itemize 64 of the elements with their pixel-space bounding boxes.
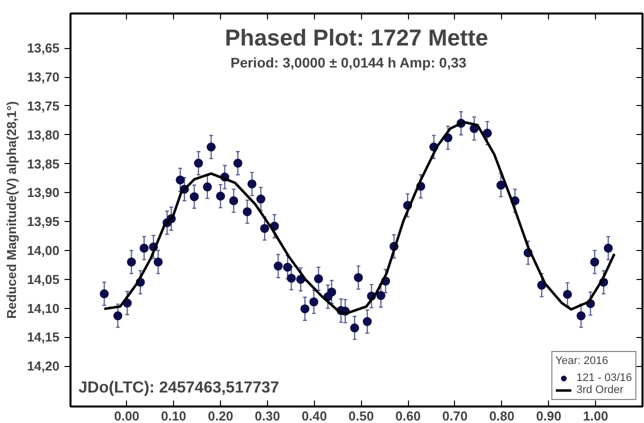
legend-title: Year: 2016: [555, 355, 610, 367]
point: [206, 142, 216, 152]
y-tick-label: 13,90: [26, 185, 60, 200]
point: [190, 192, 199, 202]
point: [354, 273, 363, 282]
x-tick-label: 0.90: [536, 408, 562, 423]
y-tick-label: 13,95: [26, 214, 60, 230]
point: [202, 182, 212, 192]
text: Phased Plot: 1727 Mette: [224, 24, 488, 50]
text: Period: 3,0000 ± 0,0144 h Amp: 0,33: [230, 54, 467, 70]
y-tick-label: 14,00: [26, 242, 60, 258]
point: [140, 244, 149, 253]
point: [376, 291, 386, 300]
annotation: JDo(LTC): 2457463,517737: [78, 380, 280, 396]
point: [256, 194, 266, 204]
y-tick-label: 14,10: [26, 300, 60, 316]
y-tick-label: 13,65: [26, 40, 60, 56]
x-tick-label: 0.20: [208, 408, 234, 423]
x-tick-label: 0.50: [348, 408, 374, 423]
point: [194, 158, 203, 168]
point: [126, 258, 136, 267]
legend-label: 3rd Order: [576, 384, 624, 396]
point: [242, 207, 252, 216]
x-tick-label: 0.30: [254, 408, 280, 423]
x-tick-label: 0.80: [489, 408, 515, 423]
y-tick-label: 13,80: [26, 127, 60, 142]
point: [562, 290, 572, 299]
point: [247, 180, 256, 188]
point: [590, 258, 600, 267]
point: [496, 180, 506, 190]
point: [362, 317, 372, 326]
y-tick-label: 14,05: [26, 272, 60, 287]
legend-label: 121 - 03/16: [576, 372, 632, 384]
point: [113, 311, 122, 320]
point: [229, 196, 238, 206]
point: [233, 158, 242, 168]
x-tick-label: 1.00: [582, 408, 608, 423]
x-tick-label: 0.10: [160, 408, 186, 423]
y-tick-label: 13,75: [26, 98, 60, 114]
point: [350, 323, 360, 332]
point: [300, 304, 310, 314]
y-tick-label: 14,15: [26, 330, 60, 345]
point: [154, 258, 163, 267]
x-tick-label: 0.40: [302, 408, 327, 423]
point: [309, 297, 318, 306]
point: [576, 311, 586, 320]
x-tick-label: 0.60: [395, 408, 421, 423]
point: [604, 244, 613, 253]
point: [176, 175, 185, 184]
point: [327, 288, 336, 297]
x-tick-label: 0.00: [114, 408, 140, 423]
y-tick-label: 13,70: [26, 70, 60, 85]
point: [274, 262, 283, 271]
y-axis-title: Reduced Magnitude(V) alpha(28,1°): [4, 101, 19, 319]
y-tick-label: 13,85: [26, 156, 60, 172]
point: [216, 192, 226, 201]
x-tick-label: 0.70: [442, 408, 468, 423]
point: [314, 274, 324, 284]
point: [283, 262, 292, 272]
point: [482, 128, 492, 138]
y-tick-label: 14,20: [26, 358, 60, 374]
point: [286, 274, 296, 283]
point: [260, 224, 270, 233]
point: [100, 289, 109, 298]
